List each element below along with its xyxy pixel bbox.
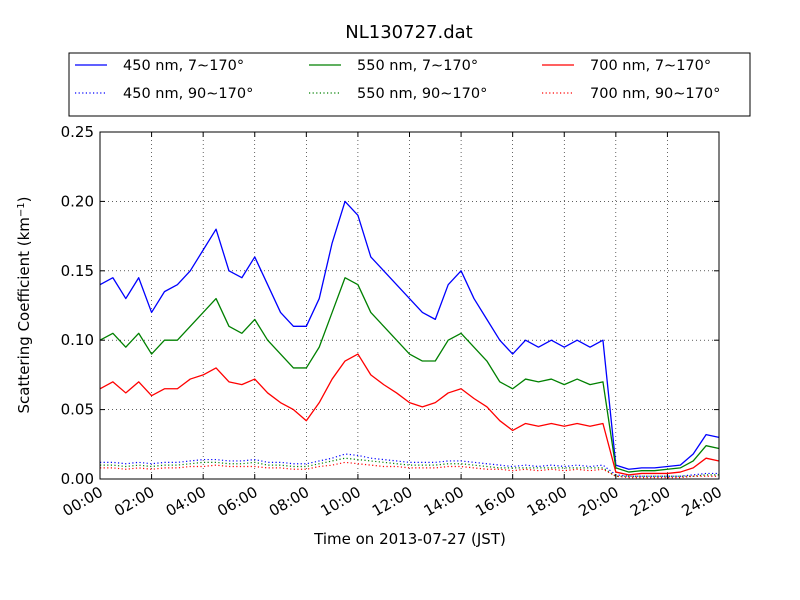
legend: 450 nm, 7∼170° 550 nm, 7∼170° 700 nm, 7∼17… bbox=[68, 52, 751, 117]
y-axis-label-sup: −1 bbox=[16, 202, 27, 217]
y-axis-label-main: Scattering Coefficient (km bbox=[15, 217, 33, 413]
y-tick-label: 0.00 bbox=[61, 470, 94, 488]
series-line bbox=[99, 353, 720, 476]
legend-entries: 450 nm, 7∼170° 550 nm, 7∼170° 700 nm, 7∼17… bbox=[75, 58, 720, 102]
y-tick-label: 0.05 bbox=[61, 401, 94, 419]
legend-label: 700 nm, 90∼170° bbox=[590, 86, 720, 102]
ticks bbox=[99, 131, 720, 480]
legend-label: 450 nm, 7∼170° bbox=[123, 58, 244, 74]
x-axis-label: Time on 2013-07-27 (JST) bbox=[313, 530, 506, 548]
legend-label: 700 nm, 7∼170° bbox=[590, 58, 711, 74]
y-tick-label: 0.10 bbox=[61, 331, 94, 349]
chart-title: NL130727.dat bbox=[345, 22, 472, 43]
legend-frame bbox=[68, 52, 751, 117]
legend-label: 450 nm, 90∼170° bbox=[123, 86, 253, 102]
legend-label: 550 nm, 7∼170° bbox=[357, 58, 478, 74]
y-tick-label: 0.15 bbox=[61, 262, 94, 280]
legend-label: 550 nm, 90∼170° bbox=[357, 86, 487, 102]
y-tick-labels: 0.00 0.05 0.10 0.15 0.20 0.25 bbox=[61, 123, 94, 488]
y-axis-label: Scattering Coefficient (km−1) bbox=[15, 196, 33, 413]
series-line bbox=[99, 277, 720, 473]
y-tick-label: 0.25 bbox=[61, 123, 94, 141]
y-axis-label-end: ) bbox=[15, 196, 33, 202]
y-tick-label: 0.20 bbox=[61, 192, 94, 210]
